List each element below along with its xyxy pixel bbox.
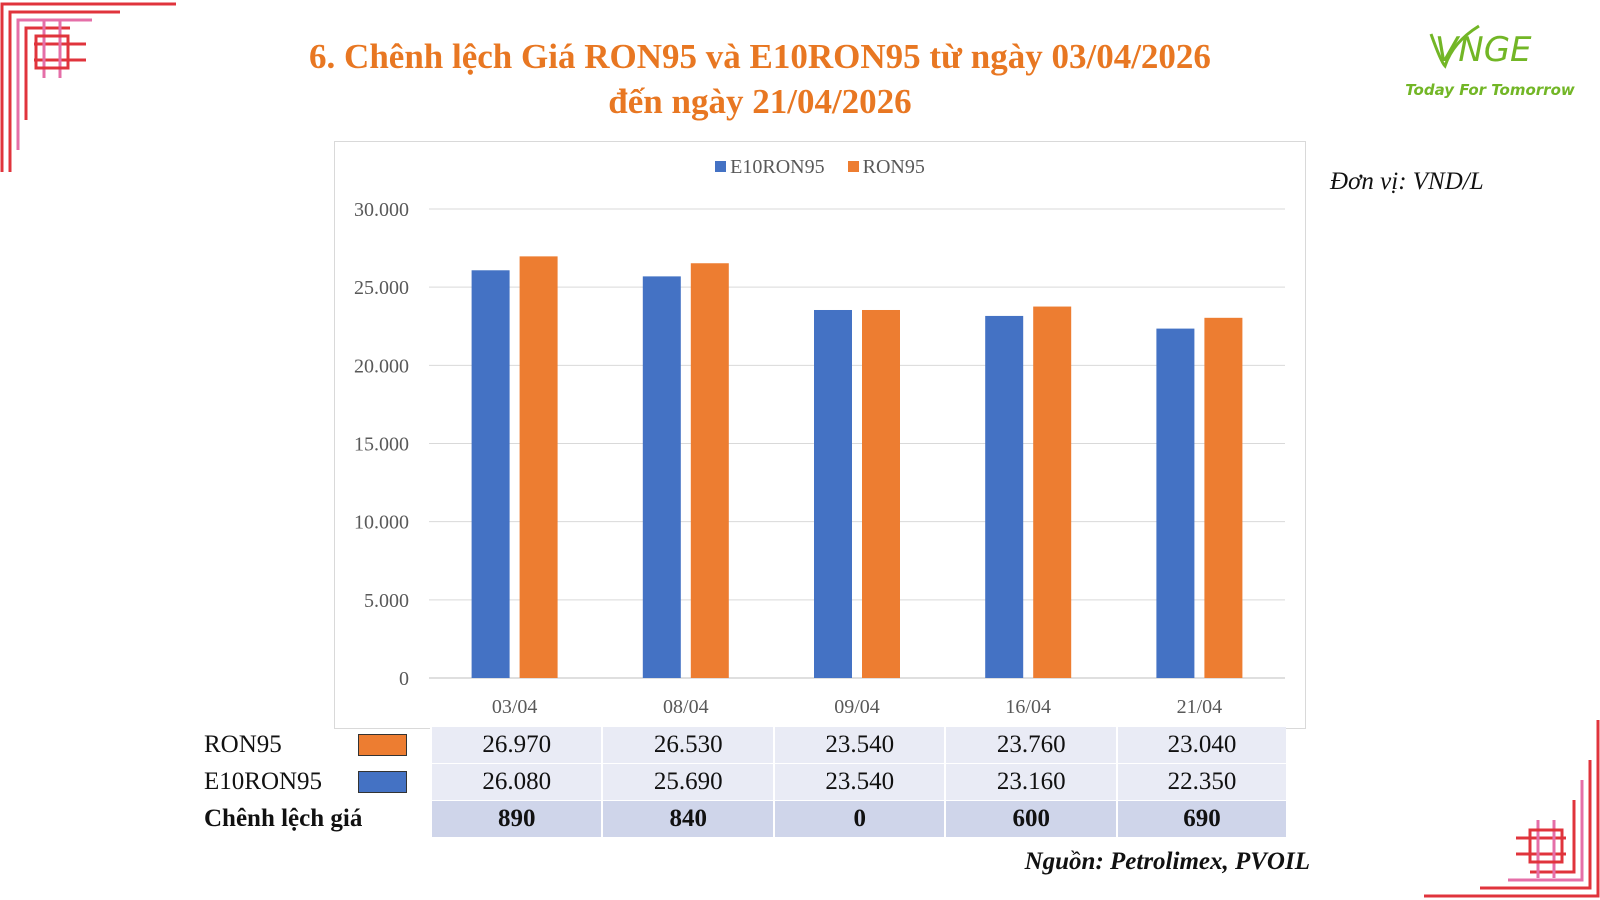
legend-label-e10ron95: E10RON95 (730, 156, 825, 178)
page-title-line-1: 6. Chênh lệch Giá RON95 và E10RON95 từ n… (309, 37, 1211, 76)
bar-e10ron95-09-04 (814, 309, 852, 678)
row-label-text: RON95 (204, 731, 282, 758)
y-tick-label: 15.000 (354, 434, 409, 456)
unit-label: Đơn vị: VND/L (1330, 168, 1484, 195)
page-title: 6. Chênh lệch Giá RON95 và E10RON95 từ n… (250, 34, 1270, 124)
table-row: E10RON95 26.080 25.690 23.540 23.160 22.350 (204, 763, 1286, 801)
table-row-label: RON95 (204, 727, 431, 764)
table-cell: 26.530 (601, 727, 774, 764)
table-cell: 0 (772, 800, 946, 838)
legend-swatch-ron95 (847, 161, 859, 172)
bar-ron95-08-04 (690, 263, 729, 678)
logo-mark: VNGE (1435, 30, 1532, 70)
x-tick-label: 09/04 (834, 696, 880, 718)
bar-chart: 0 5.000 10.000 15.000 20.000 25.000 30.000 03/0… (354, 199, 1285, 718)
corner-ornament-bottom-right (1424, 720, 1600, 898)
y-tick-label: 20.000 (354, 355, 409, 377)
table-cell: 23.540 (772, 763, 946, 801)
bar-ron95-21-04 (1204, 317, 1243, 678)
table-cell: 600 (944, 800, 1117, 838)
bar-e10ron95-08-04 (642, 276, 681, 678)
table-cell: 690 (1115, 800, 1286, 838)
table-row: RON95 26.970 26.530 23.540 23.760 23.040 (204, 727, 1286, 764)
table-cell: 26.970 (429, 727, 603, 764)
y-tick-label: 5.000 (364, 590, 409, 612)
page-title-line-2: đến ngày 21/04/2026 (608, 82, 912, 121)
price-table: RON95 26.970 26.530 23.540 23.760 23.040 E10RO… (204, 727, 1286, 838)
bar-ron95-16-04 (1033, 306, 1072, 678)
x-tick-label: 08/04 (663, 696, 709, 718)
logo-swoosh-icon (1429, 24, 1480, 69)
y-tick-label: 10.000 (354, 512, 409, 534)
table-cell: 26.080 (429, 763, 603, 801)
bar-e10ron95-21-04 (1156, 328, 1195, 678)
y-tick-label: 0 (399, 668, 409, 690)
bar-e10ron95-03-04 (471, 270, 510, 678)
legend-swatch-e10ron95 (715, 161, 727, 172)
table-cell: 23.540 (772, 727, 946, 764)
x-tick-label: 03/04 (492, 696, 538, 718)
table-cell: 23.760 (944, 727, 1117, 764)
table-row-label: Chênh lệch giá (204, 801, 431, 838)
bar-ron95-03-04 (519, 256, 558, 678)
row-color-swatch (358, 734, 407, 756)
row-label-text: E10RON95 (204, 768, 323, 795)
legend-label-ron95: RON95 (862, 156, 925, 178)
source-note: Nguồn: Petrolimex, PVOIL (1024, 848, 1310, 875)
chart-legend: E10RON95 RON95 (335, 156, 1305, 179)
row-color-swatch (358, 771, 407, 793)
corner-ornament-top-left (0, 2, 176, 172)
table-cell: 23.160 (944, 763, 1117, 801)
logo-tagline: Today For Tomorrow (1405, 81, 1575, 99)
bar-e10ron95-16-04 (985, 315, 1024, 678)
table-cell: 25.690 (601, 763, 774, 801)
table-cell: 23.040 (1115, 727, 1286, 764)
table-cell: 22.350 (1115, 763, 1286, 801)
brand-logo: VNGE Today For Tomorrow (1395, 18, 1585, 108)
chart-area: E10RON95 RON95 0 5.000 10.000 15.000 20.000 2… (334, 141, 1306, 729)
y-tick-label: 30.000 (354, 199, 409, 221)
legend-item-e10ron95: E10RON95 (715, 156, 825, 179)
x-tick-label: 21/04 (1177, 696, 1223, 718)
table-row-label: E10RON95 (204, 764, 431, 801)
table-cell: 890 (429, 800, 603, 838)
x-tick-label: 16/04 (1005, 696, 1051, 718)
table-cell: 840 (601, 800, 774, 838)
table-row: Chênh lệch giá 890 840 0 600 690 (204, 800, 1286, 838)
y-tick-label: 25.000 (354, 277, 409, 299)
legend-item-ron95: RON95 (847, 156, 925, 179)
row-label-text: Chênh lệch giá (204, 805, 363, 832)
bar-ron95-09-04 (862, 309, 900, 678)
